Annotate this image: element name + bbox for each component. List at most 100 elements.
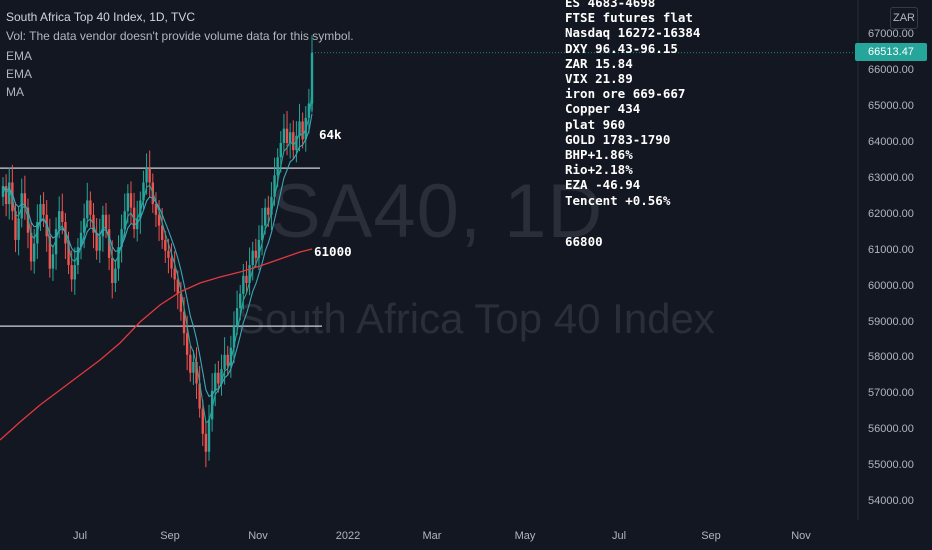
- candle-body: [14, 211, 17, 240]
- market-note: FTSE futures flat: [565, 10, 693, 26]
- candle-body: [285, 128, 289, 143]
- candle-body: [295, 135, 298, 151]
- candle-body: [86, 200, 89, 219]
- candle-body: [288, 132, 292, 143]
- candle-body: [54, 229, 58, 255]
- candle-body: [129, 193, 133, 208]
- indicator-ema-2[interactable]: EMA: [6, 67, 33, 81]
- candle-body: [192, 361, 195, 373]
- ema-slow-line: [2, 113, 313, 398]
- indicator-ma[interactable]: MA: [6, 85, 24, 99]
- candle-body: [104, 214, 108, 230]
- candle-body: [39, 204, 42, 222]
- candle-body: [242, 275, 245, 294]
- watermark-name: South Africa Top 40 Index: [237, 295, 715, 342]
- candle-body: [176, 279, 179, 294]
- candle-body: [4, 186, 8, 205]
- candle-body: [148, 168, 151, 183]
- x-tick-label: May: [514, 530, 536, 542]
- candle-body: [170, 257, 173, 269]
- market-note: EZA -46.94: [565, 177, 641, 193]
- candle-body: [267, 207, 270, 215]
- watermark-symbol: SA40, 1D: [270, 169, 604, 254]
- candle-body: [182, 311, 186, 334]
- candle-body: [120, 229, 123, 248]
- x-tick-label: Mar: [422, 530, 442, 542]
- candle-body: [239, 293, 242, 309]
- market-note: Rio+2.18%: [565, 162, 633, 178]
- candle-body: [226, 354, 229, 366]
- candle-body: [229, 347, 233, 366]
- x-tick-label: Nov: [791, 530, 811, 542]
- candle-body: [107, 229, 111, 258]
- candle-body: [79, 232, 83, 248]
- y-tick-label: 60000.00: [868, 279, 914, 292]
- candle-body: [160, 225, 164, 240]
- x-tick-label: 2022: [335, 530, 361, 542]
- candle-body: [82, 218, 86, 233]
- candle-body: [164, 239, 167, 251]
- candle-body: [282, 128, 286, 143]
- ema-fast-line: [2, 92, 313, 424]
- candle-body: [20, 193, 23, 219]
- y-tick-label: 64000.00: [868, 136, 914, 148]
- market-note: VIX 21.89: [565, 71, 633, 86]
- candle-body: [57, 211, 61, 230]
- y-tick-label: 62000.00: [868, 207, 914, 220]
- y-tick-label: 58000.00: [868, 351, 914, 364]
- x-tick-label: Jul: [72, 530, 88, 542]
- candle-body: [270, 196, 273, 215]
- candle-body: [254, 250, 258, 258]
- market-note: plat 960: [565, 116, 626, 132]
- candle-body: [42, 204, 45, 215]
- y-tick-label: 65000.00: [868, 100, 914, 113]
- candle-body: [8, 182, 11, 205]
- candle-body: [223, 354, 226, 370]
- y-tick-label: 63000.00: [868, 171, 914, 184]
- candle-body: [198, 383, 201, 409]
- candle-body: [111, 257, 114, 284]
- y-tick-label: 66000.00: [868, 64, 914, 77]
- candle-body: [292, 132, 295, 151]
- candle-body: [220, 369, 223, 384]
- symbol-title[interactable]: South Africa Top 40 Index, 1D, TVC: [6, 10, 195, 24]
- indicator-ema-1[interactable]: EMA: [6, 49, 33, 63]
- x-tick-label: Sep: [701, 530, 721, 542]
- candle-body: [189, 354, 192, 373]
- currency-button[interactable]: ZAR: [890, 7, 918, 29]
- y-tick-label: 56000.00: [868, 423, 914, 436]
- candle-body: [301, 121, 304, 140]
- candle-body: [154, 204, 158, 215]
- candle-body: [257, 239, 261, 258]
- y-tick-label: 61000.00: [868, 243, 914, 256]
- candle-body: [114, 268, 117, 284]
- market-note: iron ore 669-667: [565, 86, 686, 102]
- candle-body: [167, 250, 170, 258]
- market-note: DXY 96.43-96.15: [565, 40, 678, 56]
- candle-body: [48, 236, 52, 269]
- candle-body: [142, 182, 145, 201]
- candle-body: [263, 207, 267, 226]
- candle-body: [73, 265, 76, 280]
- annotation-64k: 64k: [319, 127, 342, 142]
- x-tick-label: Jul: [611, 530, 627, 542]
- candle-body: [61, 211, 64, 222]
- candle-body: [17, 218, 20, 240]
- candle-body: [67, 243, 70, 266]
- candle-body: [1, 186, 5, 197]
- candle-body: [157, 214, 161, 226]
- market-note: GOLD 1783-1790: [565, 131, 671, 147]
- candle-body: [185, 333, 189, 355]
- market-note: Nasdaq 16272-16384: [565, 25, 701, 41]
- candle-body: [33, 243, 36, 262]
- candle-body: [214, 372, 217, 391]
- candle-body: [235, 308, 239, 327]
- candle-body: [145, 168, 148, 183]
- candle-body: [210, 390, 214, 420]
- candle-body: [101, 214, 105, 237]
- candle-body: [248, 265, 251, 284]
- market-note: Copper 434: [565, 101, 641, 117]
- annotation-66800: 66800: [565, 234, 603, 249]
